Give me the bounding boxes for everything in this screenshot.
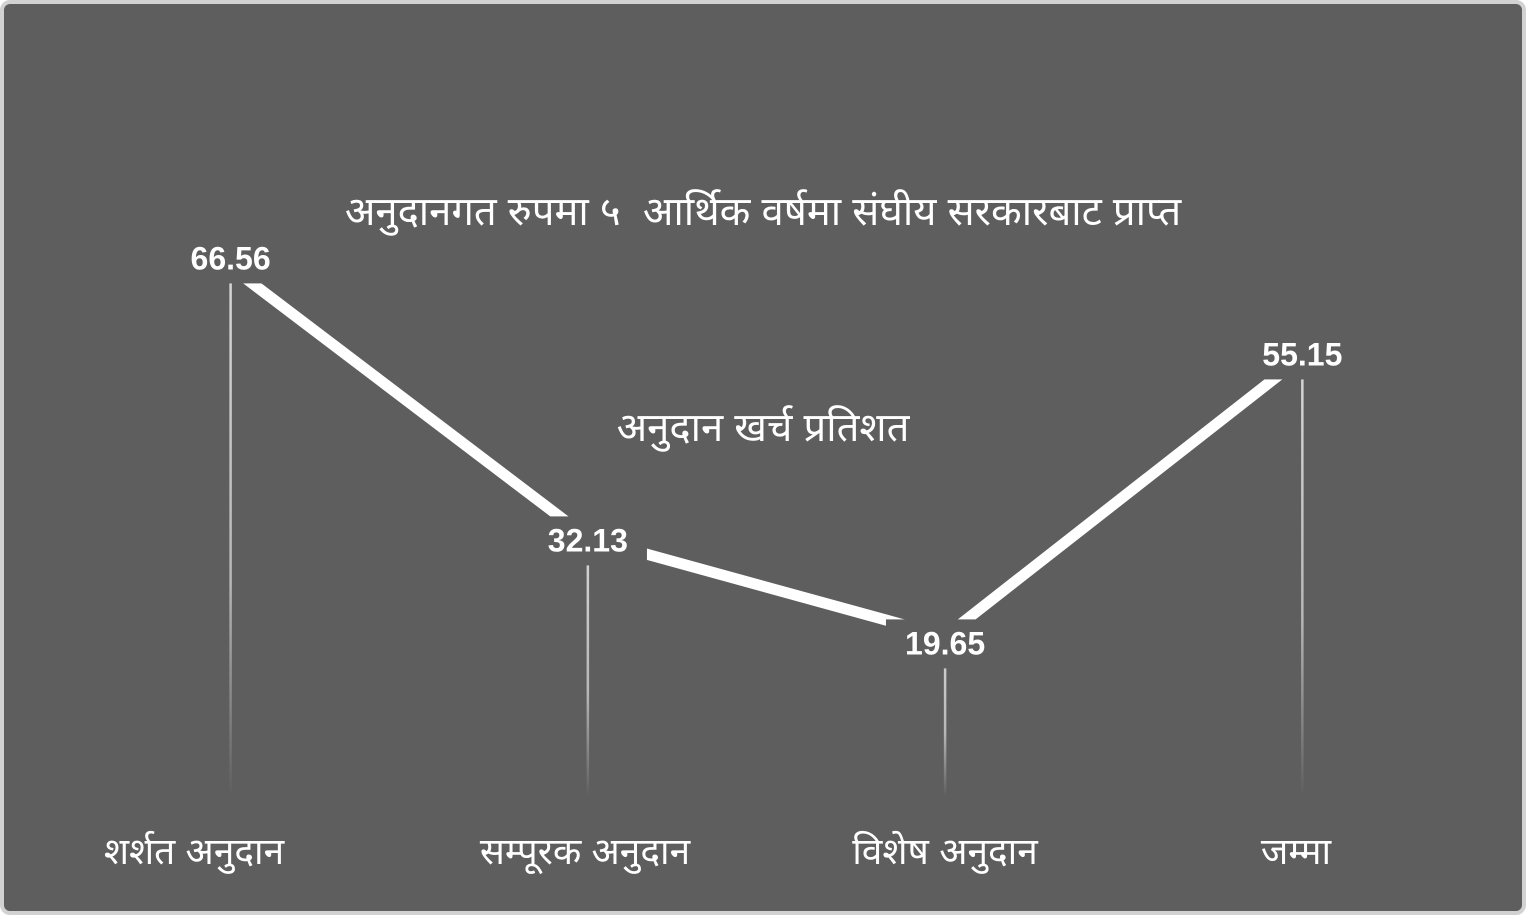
category-label: सम्पूरक अनुदान [479, 831, 691, 872]
chart-title-line-1: अनुदानगत रुपमा ५ आर्थिक वर्षमा संघीय सरक… [344, 190, 1182, 234]
chart-title-line-2: अनुदान खर्च प्रतिशत [616, 406, 910, 450]
line-plot [227, 262, 1306, 797]
data-label: 19.65 [886, 619, 1005, 669]
category-label: विशेष अनुदान [852, 831, 1038, 872]
category-label: शर्शत अनुदान [103, 831, 285, 872]
data-label: 32.13 [528, 516, 647, 566]
category-label: जम्मा [1260, 831, 1332, 872]
data-label: 66.56 [171, 234, 290, 284]
data-label: 55.15 [1243, 330, 1362, 380]
chart-title: अनुदानगत रुपमा ५ आर्थिक वर्षमा संघीय सरक… [4, 32, 1522, 608]
series-line [227, 262, 1306, 643]
